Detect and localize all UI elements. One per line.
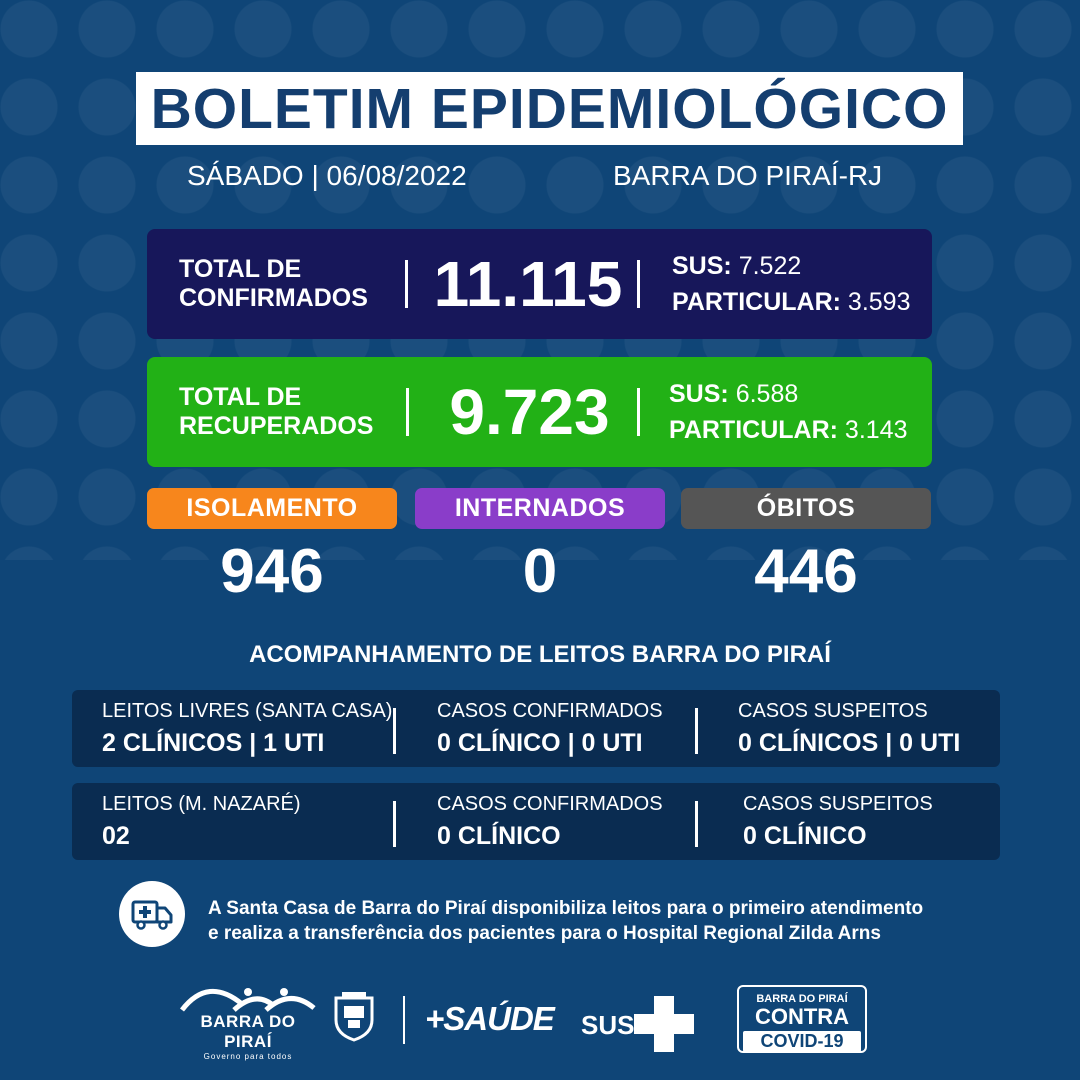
page-title: BOLETIM EPIDEMIOLÓGICO (136, 72, 963, 145)
recovered-breakdown: SUS: 6.588 PARTICULAR: 3.143 (669, 380, 908, 444)
divider (695, 708, 698, 754)
confirmed-label: TOTAL DE CONFIRMADOS (179, 255, 368, 312)
beds-free-cell: LEITOS LIVRES (SANTA CASA) 2 CLÍNICOS | … (102, 700, 393, 757)
divider (393, 801, 396, 847)
bulletin-date: SÁBADO | 06/08/2022 (187, 160, 467, 191)
confirmed-breakdown: SUS: 7.522 PARTICULAR: 3.593 (672, 252, 911, 316)
barra-do-pirai-logo: BARRA DO PIRAÍ Governo para todos (178, 982, 318, 1061)
divider (393, 708, 396, 754)
beds-nazare-cell: LEITOS (M. NAZARÉ) 02 (102, 793, 301, 850)
beds-panel-nazare: LEITOS (M. NAZARÉ) 02 CASOS CONFIRMADOS … (72, 783, 1000, 860)
divider (695, 801, 698, 847)
beds-section-title: ACOMPANHAMENTO DE LEITOS BARRA DO PIRAÍ (249, 641, 831, 668)
info-note: A Santa Casa de Barra do Piraí disponibi… (208, 898, 924, 944)
recovered-total: 9.723 (449, 376, 610, 448)
confirmed-total: 11.115 (433, 248, 623, 320)
city-coat-of-arms-icon (330, 990, 378, 1042)
deaths-badge: ÓBITOS (681, 488, 931, 529)
recovered-card: TOTAL DE RECUPERADOS 9.723 SUS: 6.588 PA… (147, 357, 932, 467)
mais-saude-logo: +SAÚDE (425, 1000, 555, 1037)
ambulance-icon (119, 881, 185, 947)
isolation-count: 946 (220, 537, 324, 606)
divider (637, 260, 640, 308)
divider (406, 388, 409, 436)
suspected-cases-cell: CASOS SUSPEITOS 0 CLÍNICOS | 0 UTI (738, 700, 961, 757)
suspected-cases-cell: CASOS SUSPEITOS 0 CLÍNICO (743, 793, 933, 850)
divider (637, 388, 640, 436)
confirmed-cases-cell: CASOS CONFIRMADOS 0 CLÍNICO (437, 793, 663, 850)
confirmed-card: TOTAL DE CONFIRMADOS 11.115 SUS: 7.522 P… (147, 229, 932, 339)
isolation-badge: ISOLAMENTO (147, 488, 397, 529)
confirmed-cases-cell: CASOS CONFIRMADOS 0 CLÍNICO | 0 UTI (437, 700, 663, 757)
covid-campaign-badge: BARRA DO PIRAÍ CONTRA COVID-19 (737, 985, 867, 1053)
hospitalized-count: 0 (522, 537, 558, 606)
sus-logo-text: SUS (581, 1010, 635, 1040)
divider (405, 260, 408, 308)
bulletin-location: BARRA DO PIRAÍ-RJ (613, 160, 883, 191)
hospitalized-badge: INTERNADOS (415, 488, 665, 529)
sus-cross-icon (634, 996, 694, 1052)
page-title-text: BOLETIM EPIDEMIOLÓGICO (150, 76, 949, 141)
footer-divider (403, 996, 405, 1044)
recovered-label: TOTAL DE RECUPERADOS (179, 383, 374, 440)
deaths-count: 446 (754, 537, 858, 606)
beds-panel-santa-casa: LEITOS LIVRES (SANTA CASA) 2 CLÍNICOS | … (72, 690, 1000, 767)
